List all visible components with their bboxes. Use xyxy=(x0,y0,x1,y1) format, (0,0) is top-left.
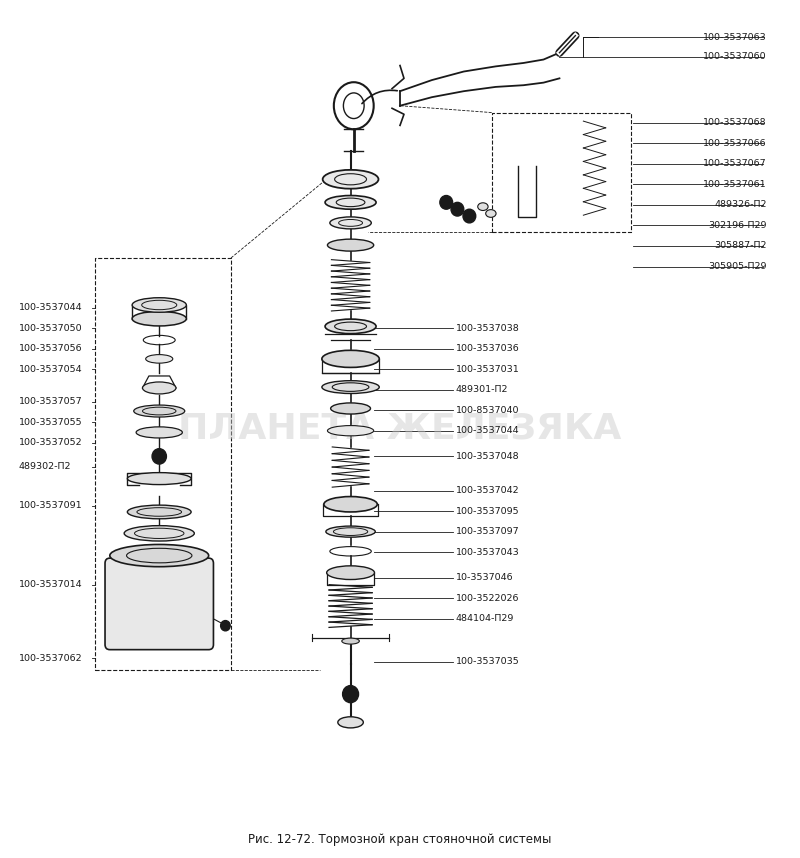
Ellipse shape xyxy=(326,526,375,537)
Ellipse shape xyxy=(127,473,191,485)
Circle shape xyxy=(451,202,464,216)
Text: 100-3537097: 100-3537097 xyxy=(456,527,519,536)
Text: ПЛАНЕТА ЖЕЛЕЗЯКА: ПЛАНЕТА ЖЕЛЕЗЯКА xyxy=(178,412,622,446)
Text: 100-3537067: 100-3537067 xyxy=(703,160,766,168)
Text: 100-3537061: 100-3537061 xyxy=(703,180,766,189)
Ellipse shape xyxy=(110,545,209,566)
Text: 100-3537035: 100-3537035 xyxy=(456,657,519,666)
Ellipse shape xyxy=(327,239,374,251)
Ellipse shape xyxy=(325,196,376,209)
Ellipse shape xyxy=(342,638,359,644)
Ellipse shape xyxy=(330,217,371,229)
Text: 305905-П29: 305905-П29 xyxy=(708,262,766,271)
Ellipse shape xyxy=(146,354,173,363)
Text: 100-3537036: 100-3537036 xyxy=(456,344,519,353)
Text: 100-3537052: 100-3537052 xyxy=(19,438,82,447)
Ellipse shape xyxy=(486,209,496,217)
Text: 484104-П29: 484104-П29 xyxy=(456,614,514,624)
Circle shape xyxy=(152,449,166,464)
Ellipse shape xyxy=(322,350,379,367)
Text: Рис. 12-72. Тормозной кран стояночной системы: Рис. 12-72. Тормозной кран стояночной си… xyxy=(248,833,552,846)
Text: 100-3537062: 100-3537062 xyxy=(19,654,82,662)
Ellipse shape xyxy=(127,505,191,519)
Text: 100-3537057: 100-3537057 xyxy=(19,397,82,406)
Text: 100-3537066: 100-3537066 xyxy=(703,139,766,148)
Ellipse shape xyxy=(326,565,374,579)
Ellipse shape xyxy=(338,716,363,728)
Ellipse shape xyxy=(478,202,488,210)
Text: 100-3537014: 100-3537014 xyxy=(19,580,82,589)
Ellipse shape xyxy=(325,319,376,334)
Ellipse shape xyxy=(327,426,374,436)
Ellipse shape xyxy=(324,497,378,512)
FancyBboxPatch shape xyxy=(105,559,214,650)
Ellipse shape xyxy=(136,427,182,438)
Text: 100-3537054: 100-3537054 xyxy=(19,365,82,373)
Text: 100-3537043: 100-3537043 xyxy=(456,547,519,557)
Ellipse shape xyxy=(322,381,379,394)
Text: 305887-П2: 305887-П2 xyxy=(714,241,766,251)
Text: 100-3537031: 100-3537031 xyxy=(456,365,519,373)
Text: 100-3537095: 100-3537095 xyxy=(456,506,519,516)
Text: 100-3537044: 100-3537044 xyxy=(19,303,82,312)
Ellipse shape xyxy=(132,298,186,312)
Text: 100-3537038: 100-3537038 xyxy=(456,323,519,333)
Text: 100-3537055: 100-3537055 xyxy=(19,418,82,426)
Text: 100-3537060: 100-3537060 xyxy=(703,52,766,62)
Ellipse shape xyxy=(330,403,370,414)
Ellipse shape xyxy=(134,405,185,417)
Circle shape xyxy=(221,620,230,631)
Text: 100-3537091: 100-3537091 xyxy=(19,501,82,511)
Text: 100-3537044: 100-3537044 xyxy=(456,426,519,435)
Text: 489326-П2: 489326-П2 xyxy=(714,201,766,209)
Ellipse shape xyxy=(322,170,378,189)
Ellipse shape xyxy=(124,526,194,541)
Ellipse shape xyxy=(132,311,186,326)
Circle shape xyxy=(440,196,453,209)
Text: 489301-П2: 489301-П2 xyxy=(456,385,508,394)
Text: 100-3537042: 100-3537042 xyxy=(456,486,519,495)
Text: 302196-П29: 302196-П29 xyxy=(708,221,766,230)
Text: 100-3537048: 100-3537048 xyxy=(456,452,519,461)
Text: 100-3537050: 100-3537050 xyxy=(19,323,82,333)
Text: 10-3537046: 10-3537046 xyxy=(456,573,514,583)
Text: 100-3537068: 100-3537068 xyxy=(703,118,766,127)
Text: 489302-П2: 489302-П2 xyxy=(19,462,71,471)
Circle shape xyxy=(342,686,358,703)
Ellipse shape xyxy=(142,382,176,394)
Text: 100-3522026: 100-3522026 xyxy=(456,594,519,603)
Text: 100-3537056: 100-3537056 xyxy=(19,344,82,353)
Circle shape xyxy=(463,209,476,223)
Text: 100-3537063: 100-3537063 xyxy=(703,33,766,42)
Text: 100-8537040: 100-8537040 xyxy=(456,406,519,414)
